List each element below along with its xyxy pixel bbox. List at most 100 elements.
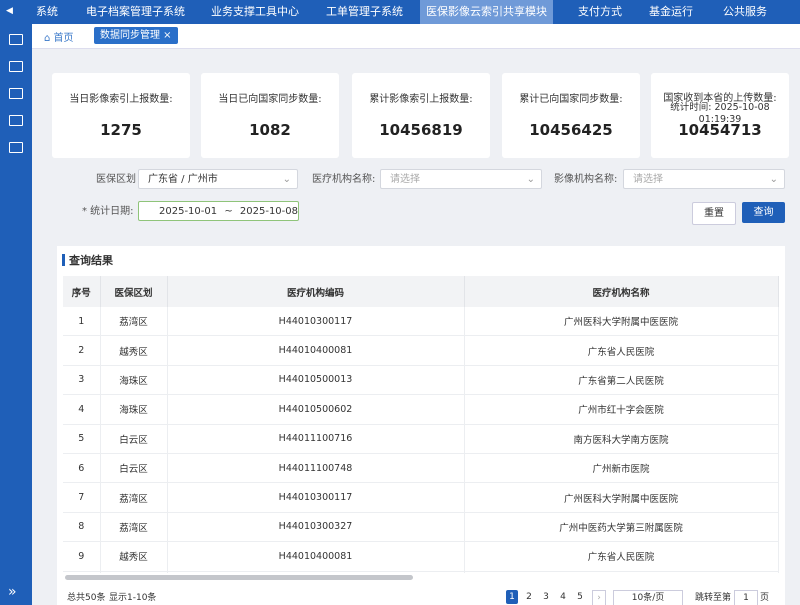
table-cell: H44010300117 (167, 482, 465, 513)
table-cell: 10 (63, 571, 101, 573)
result-table: 序号 医保区划 医疗机构编码 医疗机构名称 1 荔湾区 H44010300117 广州医科大学… (63, 276, 779, 573)
column-header: 医疗机构编码 (167, 276, 465, 307)
table-row[interactable]: 7 荔湾区 H44010300117 广州医科大学附属中医医院 (63, 482, 779, 513)
card-note: 统计时间: 2025-10-08 01:19:39 (670, 102, 770, 125)
card-value: 10454713 (678, 121, 762, 139)
sidebar: » (0, 24, 32, 605)
date-start: 2025-10-01 (159, 206, 218, 217)
current-tab[interactable]: 数据同步管理 × (94, 27, 178, 44)
jump-input[interactable]: 1 (734, 590, 758, 605)
card-value: 10456425 (529, 121, 613, 139)
table-cell: 海珠区 (100, 571, 168, 573)
table-cell: 5 (63, 424, 101, 454)
table-cell: 荔湾区 (100, 482, 168, 513)
table-cell: 广州医科大学附属中医医院 (464, 482, 779, 513)
stat-card: 累计已向国家同步数量: 10456425 (502, 73, 640, 158)
table-cell: 2 (63, 335, 101, 366)
table-row[interactable]: 6 白云区 H44011100748 广州新市医院 (63, 453, 779, 484)
nav-item[interactable]: 业务支撑工具中心 (211, 5, 299, 18)
table-cell: 荔湾区 (100, 512, 168, 543)
column-header: 医疗机构名称 (464, 276, 779, 307)
card-value: 10456819 (379, 121, 463, 139)
filter-label: 医保区划 (96, 174, 136, 185)
scrollbar[interactable] (65, 575, 413, 580)
nav-item[interactable]: 电子档案管理子系统 (86, 5, 185, 18)
card-label: 当日已向国家同步数量: (218, 94, 322, 105)
date-end: 2025-10-08 (239, 206, 299, 217)
region-select[interactable]: 广东省 / 广州市 ⌄ (138, 169, 298, 189)
page-number[interactable]: 5 (577, 592, 583, 602)
table-row[interactable]: 8 荔湾区 H44010300327 广州中医药大学第三附属医院 (63, 512, 779, 543)
table-cell: 9 (63, 541, 101, 572)
table-cell: 8 (63, 512, 101, 543)
page-size[interactable]: 10条/页 (613, 590, 683, 605)
table-row[interactable]: 9 越秀区 H44010400081 广东省人民医院 (63, 541, 779, 572)
table-cell: 3 (63, 365, 101, 396)
date-range[interactable]: 2025-10-01 ~ 2025-10-08 (138, 201, 299, 221)
side-icon[interactable] (9, 61, 23, 72)
card-label: 累计已向国家同步数量: (519, 94, 623, 105)
table-cell: 越秀区 (100, 541, 168, 572)
page-number[interactable]: 3 (543, 592, 549, 602)
card-label: 当日影像索引上报数量: (69, 94, 173, 105)
current-tab-label: 数据同步管理 (100, 30, 160, 41)
column-header: 序号 (63, 276, 101, 307)
page-number[interactable]: 1 (506, 590, 518, 604)
reset-button[interactable]: 重置 (692, 202, 736, 225)
table-cell: 广州新市医院 (464, 453, 779, 484)
table-cell: H44011100748 (167, 453, 465, 484)
card-label: 国家收到本省的上传数量: (663, 93, 777, 104)
tab-bar: ⌂ 首页 数据同步管理 × (32, 24, 800, 49)
side-icon[interactable] (9, 34, 23, 45)
side-icon[interactable] (9, 88, 23, 99)
table-row[interactable]: 2 越秀区 H44010400081 广东省人民医院 (63, 335, 779, 366)
nav-item[interactable]: 系统 (36, 5, 58, 18)
table-row[interactable]: 3 海珠区 H44010500013 广东省第二人民医院 (63, 365, 779, 396)
table-cell: 越秀区 (100, 335, 168, 366)
nav-item[interactable]: 支付方式 (578, 5, 622, 18)
table-cell: 广东省第二人民医院 (464, 365, 779, 396)
table-row[interactable]: 1 荔湾区 H44010300117 广州医科大学附属中医医院 (63, 307, 779, 337)
img-select[interactable]: 请选择 ⌄ (623, 169, 785, 189)
result-panel: 查询结果 序号 医保区划 医疗机构编码 医疗机构名称 1 荔湾区 H44010300117 广… (57, 246, 785, 605)
table-cell: H44010300117 (167, 307, 465, 337)
next-page[interactable]: › (592, 590, 606, 605)
home-tab[interactable]: ⌂ 首页 (44, 33, 74, 44)
table-cell: H44010500013 (167, 571, 465, 573)
card-label: 累计影像索引上报数量: (369, 94, 473, 105)
table-row[interactable]: 4 海珠区 H44010500602 广州市红十字会医院 (63, 394, 779, 425)
column-header: 医保区划 (100, 276, 168, 307)
nav-item[interactable]: 基金运行 (649, 5, 693, 18)
panel-title: 查询结果 (69, 254, 113, 267)
table-cell: H44010500602 (167, 394, 465, 425)
page-number[interactable]: 2 (526, 592, 532, 602)
table-cell: H44010400081 (167, 335, 465, 366)
side-icon[interactable] (9, 142, 23, 153)
side-icon[interactable] (9, 115, 23, 126)
jump-unit: 页 (760, 593, 770, 603)
nav-item[interactable]: 工单管理子系统 (326, 5, 403, 18)
table-cell: 广东省人民医院 (464, 335, 779, 366)
card-value: 1275 (100, 121, 142, 139)
nav-back[interactable]: ◀ (6, 6, 13, 16)
table-cell: 广州市红十字会医院 (464, 394, 779, 425)
stat-card: 累计影像索引上报数量: 10456819 (352, 73, 490, 158)
table-cell: H44010500013 (167, 365, 465, 396)
placeholder: 请选择 (390, 174, 420, 185)
range-info: 显示1-10条 (109, 593, 157, 603)
card-value: 1082 (249, 121, 291, 139)
nav-item[interactable]: 公共服务 (723, 5, 767, 18)
filter-label: * 统计日期: (82, 206, 134, 217)
query-button[interactable]: 查询 (742, 202, 785, 223)
stat-card: 当日影像索引上报数量: 1275 (52, 73, 190, 158)
table-row[interactable]: 10海珠区H44010500013广东省第二人民医院 (63, 571, 779, 573)
nav-item[interactable]: 医保影像云索引共享模块 (420, 0, 553, 24)
org-select[interactable]: 请选择 ⌄ (380, 169, 542, 189)
home-tab-label: 首页 (53, 33, 74, 44)
table-cell: 4 (63, 394, 101, 425)
page-number[interactable]: 4 (560, 592, 566, 602)
total-count: 总共50条 (67, 593, 106, 603)
side-expand[interactable]: » (8, 584, 17, 600)
table-cell: 海珠区 (100, 394, 168, 425)
table-row[interactable]: 5 白云区 H44011100716 南方医科大学南方医院 (63, 424, 779, 454)
